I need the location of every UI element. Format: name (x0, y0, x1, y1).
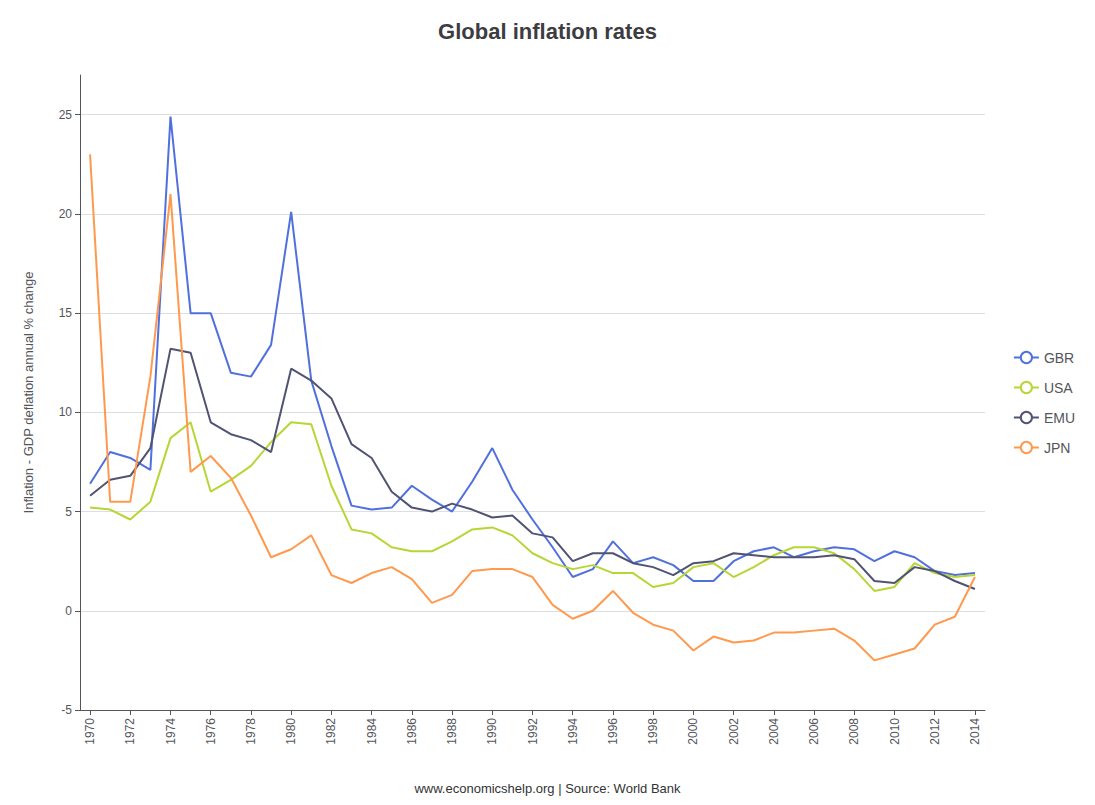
svg-text:EMU: EMU (1044, 410, 1075, 426)
svg-text:USA: USA (1044, 380, 1073, 396)
svg-text:25: 25 (59, 108, 73, 122)
svg-text:1988: 1988 (445, 718, 459, 745)
svg-text:5: 5 (65, 505, 72, 519)
svg-text:10: 10 (59, 405, 73, 419)
svg-text:2006: 2006 (807, 718, 821, 745)
svg-text:GBR: GBR (1044, 350, 1074, 366)
svg-text:1980: 1980 (284, 718, 298, 745)
svg-text:2008: 2008 (847, 718, 861, 745)
svg-text:1998: 1998 (646, 718, 660, 745)
svg-text:www.economicshelp.org | Source: www.economicshelp.org | Source: World Ba… (413, 781, 681, 796)
svg-text:1994: 1994 (566, 718, 580, 745)
svg-text:2014: 2014 (968, 718, 982, 745)
svg-text:-5: -5 (61, 703, 72, 717)
svg-text:1974: 1974 (164, 718, 178, 745)
svg-text:0: 0 (65, 604, 72, 618)
svg-text:1972: 1972 (123, 718, 137, 745)
svg-text:Inflation - GDP deflation annu: Inflation - GDP deflation annual % chang… (21, 272, 36, 514)
svg-text:JPN: JPN (1044, 440, 1070, 456)
svg-text:2000: 2000 (686, 718, 700, 745)
svg-text:1976: 1976 (204, 718, 218, 745)
svg-text:1978: 1978 (244, 718, 258, 745)
svg-text:1984: 1984 (365, 718, 379, 745)
svg-text:20: 20 (59, 207, 73, 221)
svg-text:1986: 1986 (405, 718, 419, 745)
svg-text:1992: 1992 (526, 718, 540, 745)
svg-text:15: 15 (59, 306, 73, 320)
svg-text:1982: 1982 (324, 718, 338, 745)
svg-text:1996: 1996 (606, 718, 620, 745)
svg-text:1990: 1990 (485, 718, 499, 745)
svg-text:2012: 2012 (928, 718, 942, 745)
svg-text:2004: 2004 (767, 718, 781, 745)
svg-text:2002: 2002 (727, 718, 741, 745)
svg-text:1970: 1970 (83, 718, 97, 745)
svg-text:Global inflation rates: Global inflation rates (438, 19, 657, 44)
svg-text:2010: 2010 (888, 718, 902, 745)
